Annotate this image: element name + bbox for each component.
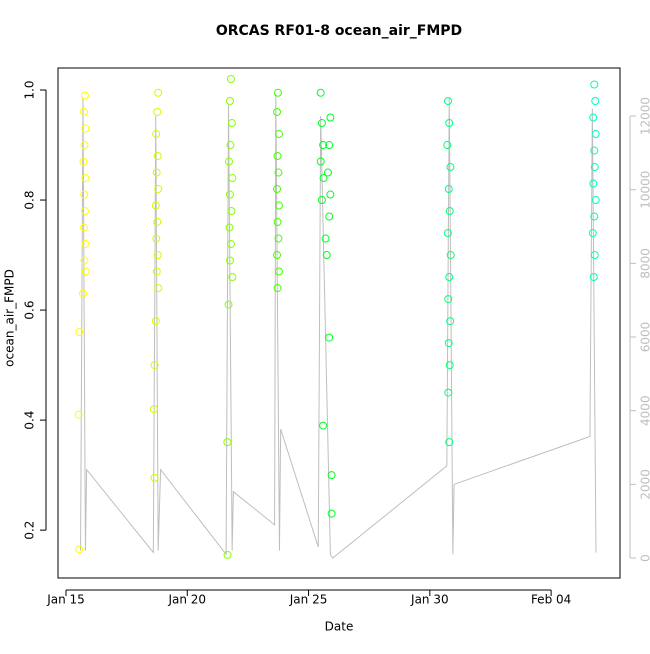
chart-title: ORCAS RF01-8 ocean_air_FMPD	[216, 23, 462, 39]
point	[81, 191, 88, 198]
point	[591, 252, 598, 259]
point	[224, 551, 231, 558]
point	[592, 131, 599, 138]
point	[274, 89, 281, 96]
point	[227, 241, 234, 248]
point	[228, 120, 235, 127]
point	[317, 89, 324, 96]
point	[327, 114, 334, 121]
y2-tick-label: 8000	[639, 248, 650, 279]
point	[275, 268, 282, 275]
point	[227, 76, 234, 83]
point	[81, 92, 88, 99]
point	[592, 98, 599, 105]
x-tick-label: Feb 04	[531, 593, 571, 607]
y2-tick-label: 4000	[639, 395, 650, 426]
point	[79, 290, 86, 297]
point	[152, 318, 159, 325]
point	[445, 389, 452, 396]
y-tick-label: 1.0	[23, 80, 37, 99]
point	[591, 81, 598, 88]
point	[274, 153, 281, 160]
point	[155, 285, 162, 292]
point	[323, 252, 330, 259]
point	[225, 301, 232, 308]
y2-tick-label: 2000	[639, 469, 650, 500]
x-tick-label: Jan 20	[167, 593, 206, 607]
point	[324, 169, 331, 176]
point	[226, 191, 233, 198]
point	[318, 120, 325, 127]
point	[229, 175, 236, 182]
point	[274, 109, 281, 116]
point	[326, 213, 333, 220]
point	[275, 235, 282, 242]
point	[326, 334, 333, 341]
point	[226, 98, 233, 105]
x-tick-label: Jan 30	[410, 593, 449, 607]
point	[445, 98, 452, 105]
point	[318, 197, 325, 204]
altitude-line	[81, 94, 596, 558]
point	[447, 164, 454, 171]
point	[446, 274, 453, 281]
point	[76, 546, 83, 553]
point	[328, 472, 335, 479]
point	[153, 169, 160, 176]
x-tick-label: Jan 25	[289, 593, 328, 607]
y2-tick-label: 6000	[639, 322, 650, 353]
y-tick-label: 0.8	[23, 190, 37, 209]
point	[81, 142, 88, 149]
point	[590, 114, 597, 121]
point	[80, 109, 87, 116]
plot-box	[58, 68, 620, 578]
y-axis-label: ocean_air_FMPD	[3, 269, 17, 367]
y-tick-label: 0.6	[23, 301, 37, 320]
point	[154, 109, 161, 116]
point	[155, 89, 162, 96]
x-tick-label: Jan 15	[46, 593, 85, 607]
point	[151, 474, 158, 481]
point	[327, 191, 334, 198]
x-axis-label: Date	[325, 620, 354, 634]
y2-tick-label: 10000	[639, 171, 650, 209]
point	[589, 230, 596, 237]
y2-tick-label: 0	[639, 554, 650, 562]
y-tick-label: 0.4	[23, 411, 37, 430]
point	[82, 241, 89, 248]
y-tick-label: 0.2	[23, 521, 37, 540]
point	[320, 422, 327, 429]
y2-tick-label: 12000	[639, 97, 650, 135]
point	[224, 439, 231, 446]
